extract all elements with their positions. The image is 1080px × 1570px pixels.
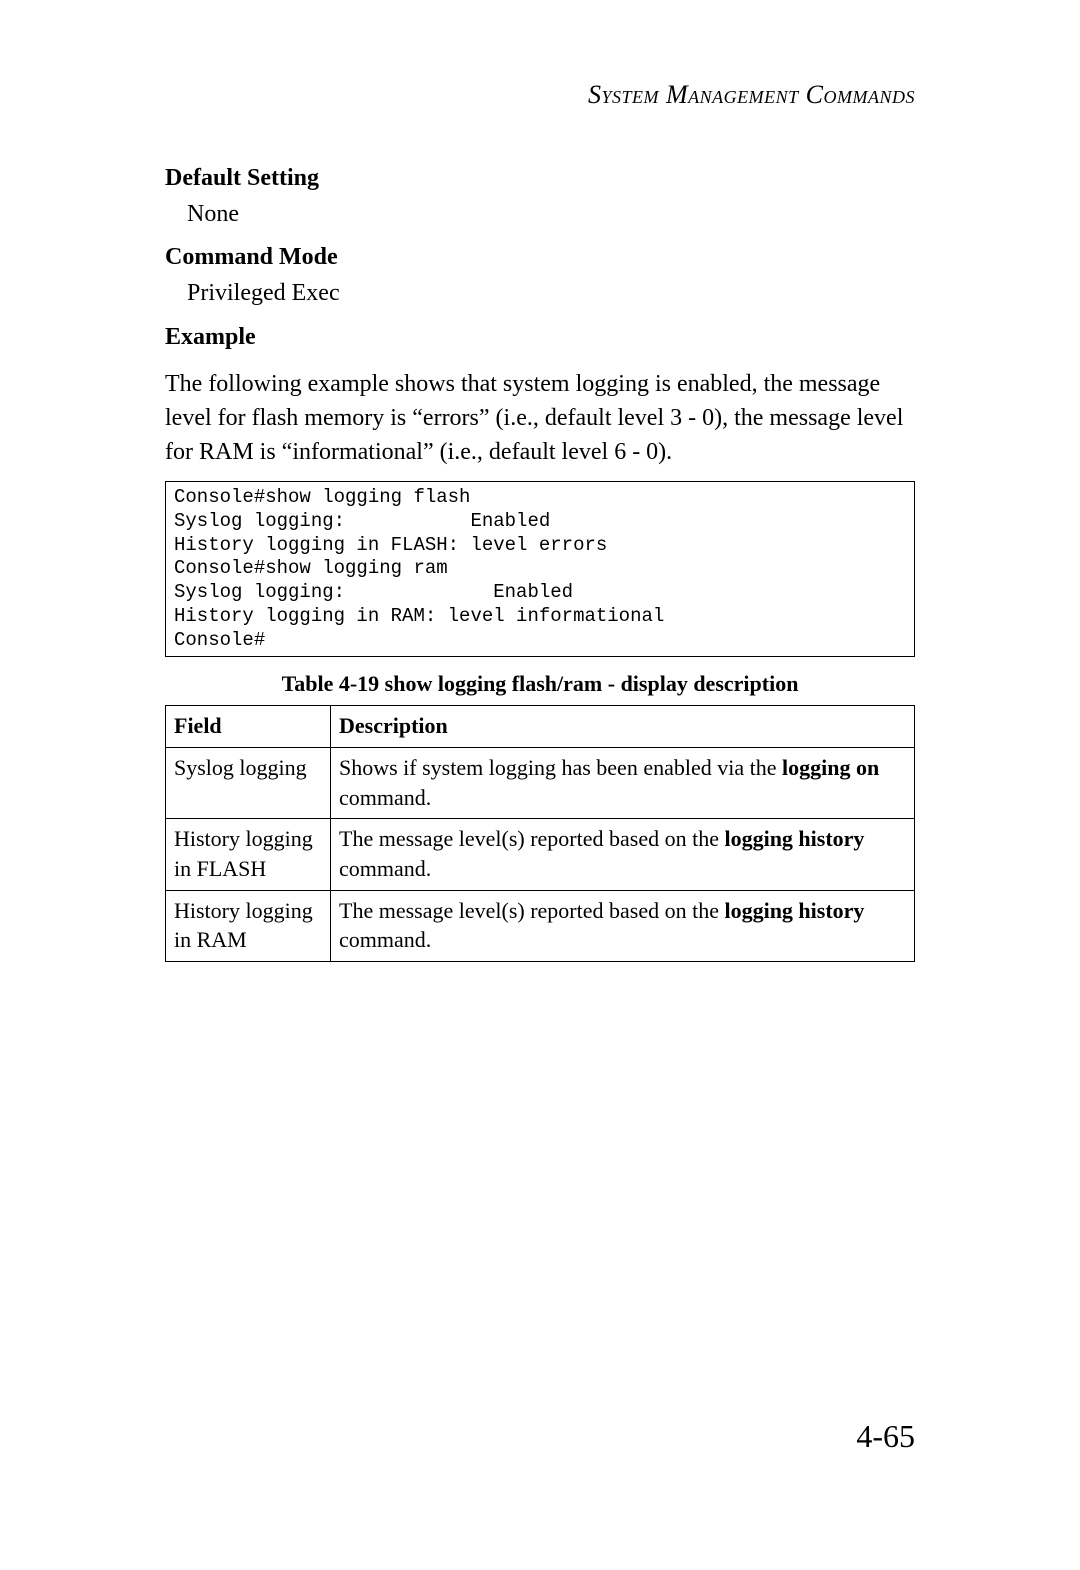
body-default-setting: None <box>187 198 915 230</box>
page-content: System Management Commands Default Setti… <box>165 80 915 962</box>
bold-command-name: logging history <box>724 826 864 851</box>
table-row: Syslog loggingShows if system logging ha… <box>166 747 915 818</box>
running-header: System Management Commands <box>165 80 915 110</box>
example-paragraph: The following example shows that system … <box>165 367 915 469</box>
table-cell-description: The message level(s) reported based on t… <box>331 819 915 890</box>
heading-command-mode: Command Mode <box>165 244 915 271</box>
bold-command-name: logging on <box>782 755 879 780</box>
table-header-row: Field Description <box>166 706 915 748</box>
table-cell-field: History logging in RAM <box>166 890 331 961</box>
console-output-block: Console#show logging flash Syslog loggin… <box>165 481 915 657</box>
heading-example: Example <box>165 324 915 351</box>
table-cell-description: The message level(s) reported based on t… <box>331 890 915 961</box>
heading-default-setting: Default Setting <box>165 165 915 192</box>
body-command-mode: Privileged Exec <box>187 277 915 309</box>
table-row: History logging in FLASHThe message leve… <box>166 819 915 890</box>
table-caption: Table 4-19 show logging flash/ram - disp… <box>165 671 915 697</box>
page-number: 4-65 <box>856 1418 915 1455</box>
table-cell-field: History logging in FLASH <box>166 819 331 890</box>
table-header-field: Field <box>166 706 331 748</box>
description-table: Field Description Syslog loggingShows if… <box>165 705 915 962</box>
bold-command-name: logging history <box>724 898 864 923</box>
table-cell-field: Syslog logging <box>166 747 331 818</box>
table-cell-description: Shows if system logging has been enabled… <box>331 747 915 818</box>
table-row: History logging in RAMThe message level(… <box>166 890 915 961</box>
table-header-description: Description <box>331 706 915 748</box>
